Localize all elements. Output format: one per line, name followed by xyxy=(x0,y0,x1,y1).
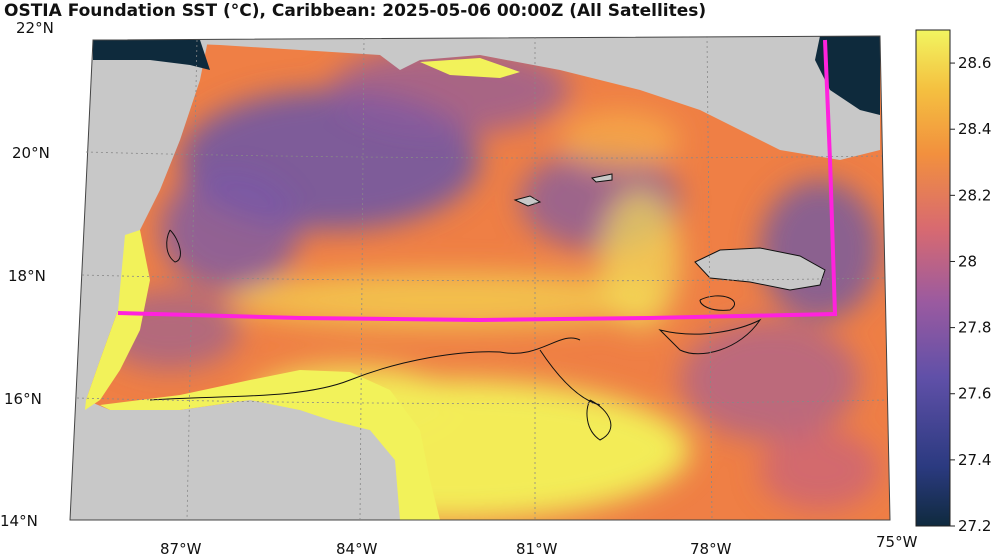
map-title: OSTIA Foundation SST (°C), Caribbean: 20… xyxy=(4,1,707,21)
lon-label-75w: 75°W xyxy=(876,533,918,551)
colorbar xyxy=(915,29,951,527)
land-cayman xyxy=(513,195,542,207)
lon-label-84w: 84°W xyxy=(336,540,378,558)
colorbar-tick-label: 28 xyxy=(958,252,977,270)
colorbar-ticks: 28.6 28.4 28.2 28 27.8 27.6 27.4 27.2 xyxy=(950,54,991,535)
land-cuba xyxy=(93,36,880,160)
lon-label-81w: 81°W xyxy=(516,540,558,558)
yucatan-shelf xyxy=(85,230,150,410)
map-panel xyxy=(70,36,890,520)
nicaragua-shelf xyxy=(100,370,440,520)
land-central-america xyxy=(70,36,410,520)
colorbar-tick-label: 27.8 xyxy=(958,319,991,337)
lat-label-20n: 20°N xyxy=(12,144,50,162)
lat-label-18n: 18°N xyxy=(8,267,46,285)
lat-label-22n: 22°N xyxy=(16,19,54,37)
land-cayman-brac xyxy=(590,173,613,183)
windward-patch xyxy=(815,36,880,115)
colorbar-tick-label: 27.2 xyxy=(958,517,991,535)
graticule xyxy=(76,35,888,521)
lat-label-16n: 16°N xyxy=(4,390,42,408)
colorbar-tick-label: 28.4 xyxy=(958,120,991,138)
colorbar-tick-label: 28.6 xyxy=(958,54,991,72)
lon-label-87w: 87°W xyxy=(160,540,202,558)
depth-contours xyxy=(149,229,762,441)
gulf-patch xyxy=(93,40,210,70)
cuba-shelf xyxy=(420,58,520,78)
lat-label-14n: 14°N xyxy=(0,512,38,530)
lon-label-78w: 78°W xyxy=(690,540,732,558)
study-region-boundary xyxy=(117,39,838,323)
colorbar-tick-label: 28.2 xyxy=(958,186,991,204)
map-frame xyxy=(69,35,891,521)
colorbar-tick-label: 27.6 xyxy=(958,385,991,403)
colorbar-tick-label: 27.4 xyxy=(958,451,991,469)
